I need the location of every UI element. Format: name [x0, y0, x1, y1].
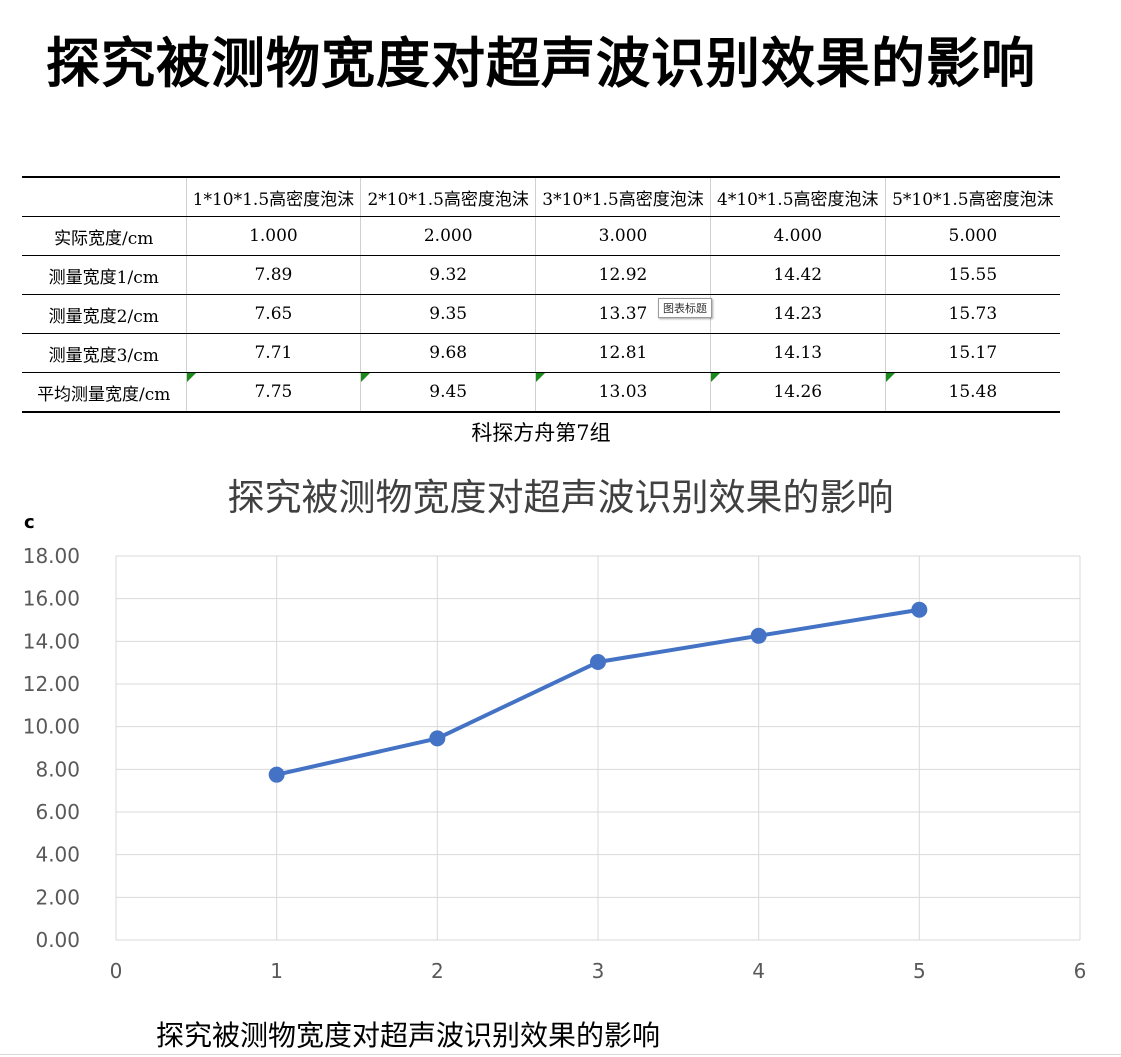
table-cell[interactable]: 9.45 [360, 372, 536, 413]
bottom-divider [0, 1054, 1121, 1055]
table-cell[interactable]: 3.000 [535, 216, 711, 256]
table-cell[interactable]: 14.42 [709, 255, 886, 295]
formula-warning-flag-icon [361, 373, 371, 382]
table-header-cell [22, 176, 186, 217]
data-table: 1*10*1.5高密度泡沫 2*10*1.5高密度泡沫 3*10*1.5高密度泡… [22, 176, 1060, 413]
row-label: 测量宽度2/cm [22, 294, 186, 334]
table-cell[interactable]: 7.71 [185, 333, 361, 373]
table-cell[interactable]: 14.23 [709, 294, 886, 334]
group-caption: 科探方舟第7组 [471, 421, 611, 445]
formula-warning-flag-icon [886, 373, 895, 382]
cell-value: 9.45 [429, 382, 468, 402]
table-header-row: 1*10*1.5高密度泡沫 2*10*1.5高密度泡沫 3*10*1.5高密度泡… [22, 176, 1060, 217]
table-header-cell: 2*10*1.5高密度泡沫 [360, 176, 536, 217]
table-cell[interactable]: 14.26 [709, 372, 886, 413]
y-tick-label: 2.00 [35, 885, 80, 909]
x-tick-label: 5 [913, 959, 926, 983]
chart-title[interactable]: 探究被测物宽度对超声波识别效果的影响 [227, 476, 894, 519]
table-cell[interactable]: 2.000 [360, 216, 536, 256]
table-cell[interactable]: 7.75 [185, 372, 361, 413]
table-cell[interactable]: 1.000 [185, 216, 361, 256]
chart-title-tooltip: 图表标题 [658, 298, 712, 318]
y-tick-label: 8.00 [35, 757, 80, 781]
table-header-cell: 1*10*1.5高密度泡沫 [185, 176, 361, 217]
table-cell[interactable]: 12.92 [535, 255, 711, 295]
table-row: 平均测量宽度/cm 7.75 9.45 13.03 14.26 15.48 [22, 372, 1060, 413]
y-tick-label: 4.00 [35, 843, 80, 867]
table-cell[interactable]: 15.55 [884, 255, 1060, 295]
cell-value: 13.03 [598, 382, 648, 402]
table-cell[interactable]: 9.35 [360, 294, 536, 334]
table-header-cell: 3*10*1.5高密度泡沫 [535, 176, 711, 217]
data-point[interactable] [750, 627, 767, 644]
table-row: 测量宽度2/cm 7.65 9.35 13.37 14.23 15.73 [22, 294, 1060, 334]
data-point[interactable] [911, 601, 928, 618]
row-label: 测量宽度3/cm [22, 333, 186, 373]
data-point[interactable] [268, 766, 285, 783]
y-tick-label: 6.00 [35, 800, 80, 824]
y-tick-label: 16.00 [23, 587, 80, 611]
formula-warning-flag-icon [711, 373, 720, 382]
cell-value: 15.48 [948, 382, 998, 402]
table-row: 实际宽度/cm 1.000 2.000 3.000 4.000 5.000 [22, 216, 1060, 256]
table-header-cell: 4*10*1.5高密度泡沫 [709, 176, 886, 217]
y-tick-label: 0.00 [35, 928, 80, 952]
table-cell[interactable]: 9.68 [360, 333, 536, 373]
table-cell[interactable]: 4.000 [709, 216, 886, 256]
row-label: 测量宽度1/cm [22, 255, 186, 295]
data-point[interactable] [590, 654, 606, 671]
y-tick-label: 14.00 [23, 629, 80, 653]
x-tick-label: 3 [592, 959, 605, 983]
data-point[interactable] [429, 730, 446, 747]
y-tick-label: 10.00 [23, 715, 80, 739]
table-cell[interactable]: 15.48 [884, 372, 1060, 413]
x-tick-label: 6 [1074, 959, 1087, 983]
table-cell[interactable]: 15.17 [884, 333, 1060, 373]
table-cell[interactable]: 5.000 [884, 216, 1060, 256]
formula-warning-flag-icon [536, 373, 546, 382]
x-tick-label: 4 [752, 959, 765, 983]
y-tick-label: 18.00 [23, 544, 80, 568]
table-cell[interactable]: 9.32 [360, 255, 536, 295]
table-cell[interactable]: 12.81 [535, 333, 711, 373]
y-tick-label: 12.00 [23, 672, 80, 696]
y-axis-unit-label: c [24, 512, 35, 533]
table-cell[interactable]: 7.65 [185, 294, 361, 334]
page-title: 探究被测物宽度对超声波识别效果的影响 [46, 31, 1036, 95]
cell-value: 7.75 [254, 382, 293, 402]
x-tick-label: 2 [431, 959, 444, 983]
table-cell[interactable]: 7.89 [185, 255, 361, 295]
bottom-caption: 探究被测物宽度对超声波识别效果的影响 [156, 1019, 661, 1052]
formula-warning-flag-icon [186, 373, 196, 382]
table-row: 测量宽度1/cm 7.89 9.32 12.92 14.42 15.55 [22, 255, 1060, 295]
table-header-cell: 5*10*1.5高密度泡沫 [884, 176, 1060, 217]
table-cell[interactable]: 15.73 [884, 294, 1060, 334]
x-tick-label: 0 [110, 959, 123, 983]
table-cell[interactable]: 14.13 [709, 333, 886, 373]
cell-value: 14.26 [773, 382, 823, 402]
row-label: 实际宽度/cm [22, 216, 186, 256]
table-row: 测量宽度3/cm 7.71 9.68 12.81 14.13 15.17 [22, 333, 1060, 373]
row-label: 平均测量宽度/cm [22, 372, 186, 413]
x-tick-label: 1 [270, 959, 283, 983]
table-cell[interactable]: 13.03 [535, 372, 711, 413]
